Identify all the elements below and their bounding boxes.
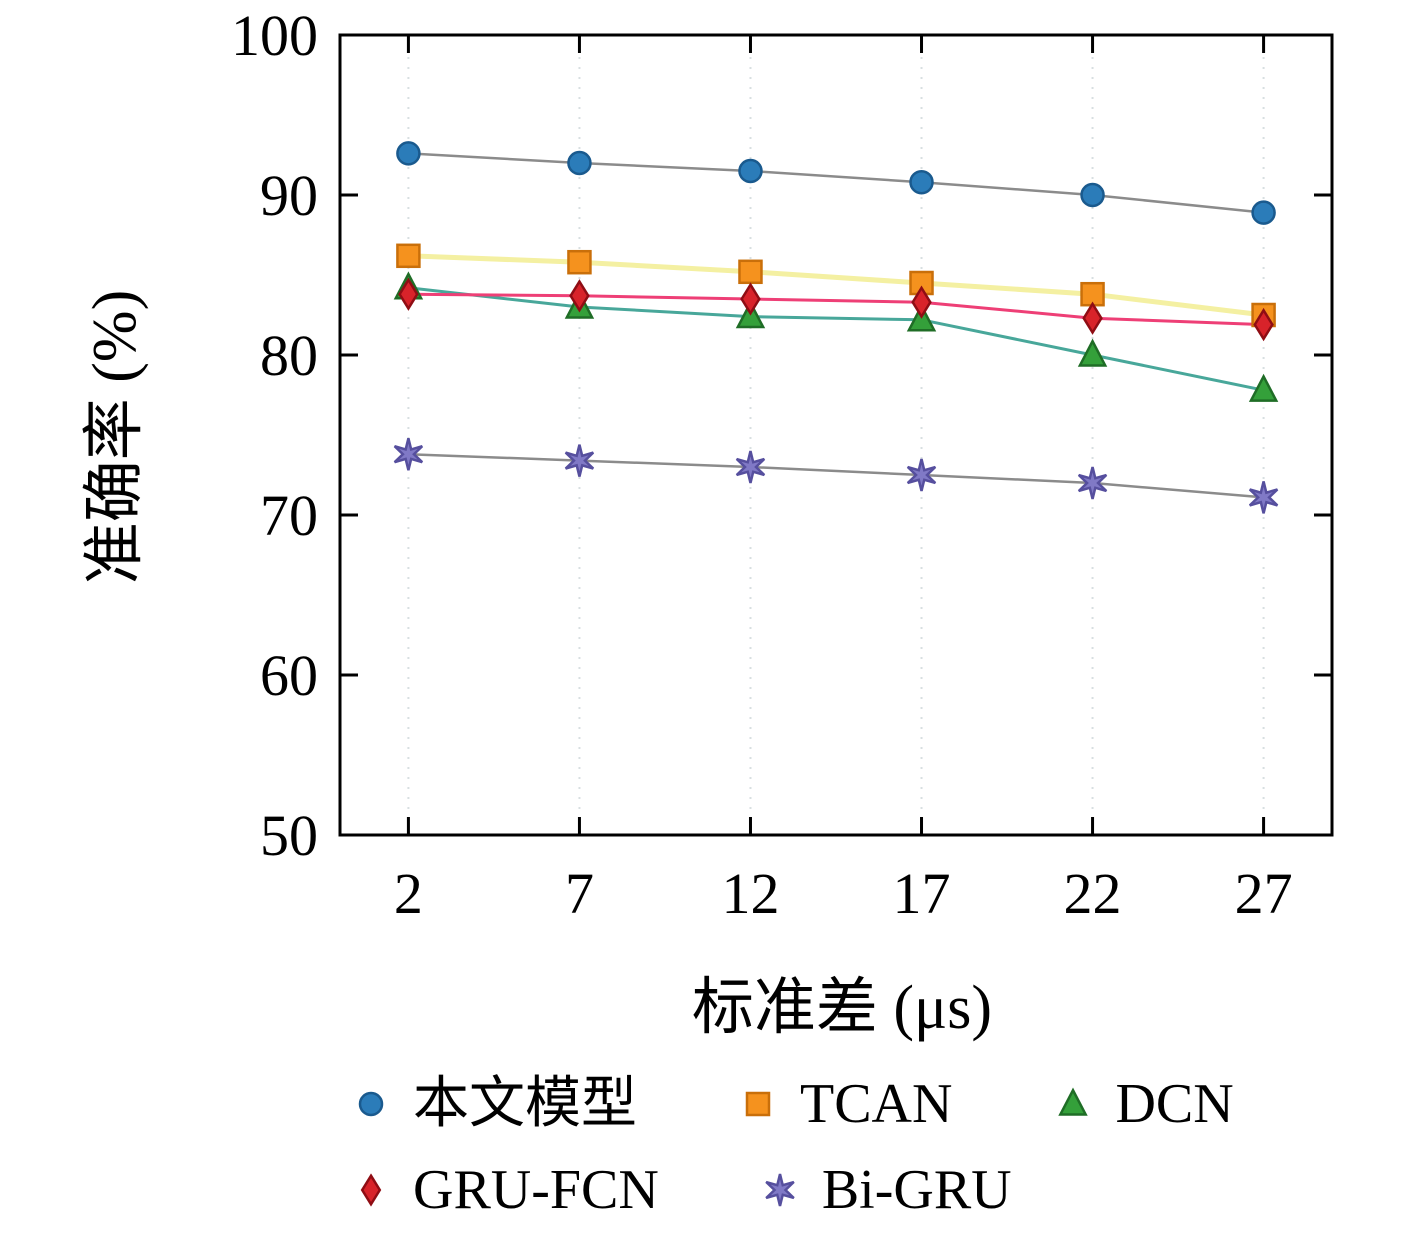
- series-line-GRU-FCN: [406, 292, 1266, 327]
- star-marker-icon: [906, 458, 937, 492]
- legend-row-1: 本文模型 TCAN DCN: [345, 1068, 1395, 1140]
- x-tick-label: 7: [565, 861, 594, 926]
- ticks-group: [340, 33, 1332, 837]
- legend-label: Bi-GRU: [821, 1159, 1012, 1221]
- series-group: [393, 141, 1279, 514]
- series-line-DCN: [406, 286, 1266, 392]
- diamond-marker-icon: [911, 285, 932, 319]
- circle-marker-icon: [567, 150, 592, 176]
- y-tick-label: 100: [231, 3, 318, 68]
- circle-marker-icon: [909, 169, 934, 195]
- legend-item-GRU-FCN: GRU-FCN: [345, 1154, 659, 1226]
- circle-marker-icon: [1251, 200, 1276, 225]
- square-legend-marker-icon: [745, 1091, 771, 1117]
- diamond-marker-icon: [398, 277, 419, 311]
- diamond-marker-icon: [740, 282, 761, 316]
- star-marker-icon: [1077, 466, 1108, 500]
- legend-label: GRU-FCN: [413, 1159, 659, 1221]
- plot-frame-group: [338, 33, 1334, 837]
- diamond-marker-icon: [1082, 301, 1103, 335]
- y-tick-label: 50: [260, 803, 318, 868]
- series-markers-TCAN: [396, 243, 1276, 328]
- series-markers-DCN: [393, 271, 1279, 402]
- x-tick-label: 22: [1064, 861, 1122, 926]
- y-axis-label: 准确率 (%): [81, 290, 149, 584]
- y-tick-label: 60: [260, 643, 318, 708]
- circle-marker-icon: [396, 141, 421, 166]
- triangle-marker-icon: [1058, 1087, 1089, 1116]
- star-marker-icon: [735, 450, 766, 484]
- circle-legend-marker-icon: [358, 1091, 384, 1117]
- diamond-marker-icon: [360, 1173, 382, 1207]
- series-line-Bi-GRU: [407, 452, 1265, 499]
- legend-row-2: GRU-FCN Bi-GRU: [345, 1154, 1395, 1226]
- y-tick-label: 70: [260, 483, 318, 548]
- series-markers-本文模型: [396, 141, 1276, 225]
- series-line-本文模型: [407, 152, 1265, 214]
- series-line-TCAN: [405, 253, 1267, 318]
- legend-item-Bi-GRU: Bi-GRU: [754, 1154, 1012, 1226]
- diamond-legend-marker-icon: [360, 1173, 382, 1207]
- triangle-marker-icon: [1248, 373, 1279, 402]
- legend-item-TCAN: TCAN: [732, 1068, 952, 1140]
- square-marker-icon: [396, 243, 421, 269]
- triangle-legend-marker-icon: [1058, 1087, 1089, 1116]
- x-tick-label: 17: [893, 861, 951, 926]
- legend-item-本文模型: 本文模型: [345, 1068, 637, 1140]
- y-tick-label: 90: [260, 163, 318, 228]
- legend-label: 本文模型: [413, 1073, 637, 1135]
- legend-label: TCAN: [800, 1073, 953, 1135]
- series-markers-GRU-FCN: [398, 277, 1274, 342]
- triangle-marker-icon: [1077, 338, 1108, 367]
- diamond-marker-icon: [1253, 307, 1274, 342]
- x-tick-label: 27: [1235, 861, 1293, 926]
- square-marker-icon: [738, 259, 763, 285]
- legend-item-DCN: DCN: [1047, 1068, 1234, 1140]
- gridlines-group: [407, 37, 1265, 833]
- square-marker-icon: [567, 249, 592, 275]
- x-tick-label: 12: [721, 861, 779, 926]
- star-marker-icon: [765, 1173, 795, 1207]
- star-marker-icon: [1248, 481, 1279, 514]
- legend: 本文模型 TCAN DCN GRU-FCN Bi-GRU: [345, 1068, 1395, 1226]
- diamond-marker-icon: [569, 279, 590, 313]
- plot-border: [338, 33, 1334, 837]
- star-marker-icon: [393, 437, 424, 471]
- legend-label: DCN: [1115, 1073, 1234, 1135]
- star-legend-marker-icon: [765, 1173, 795, 1207]
- circle-marker-icon: [358, 1091, 384, 1117]
- star-marker-icon: [564, 444, 595, 477]
- x-axis-label: 标准差 (μs): [692, 974, 992, 1042]
- series-markers-Bi-GRU: [393, 437, 1279, 514]
- circle-marker-icon: [1080, 182, 1105, 208]
- square-marker-icon: [745, 1091, 771, 1117]
- circle-marker-icon: [738, 158, 763, 184]
- x-tick-label: 2: [394, 861, 423, 926]
- y-tick-label: 80: [260, 323, 318, 388]
